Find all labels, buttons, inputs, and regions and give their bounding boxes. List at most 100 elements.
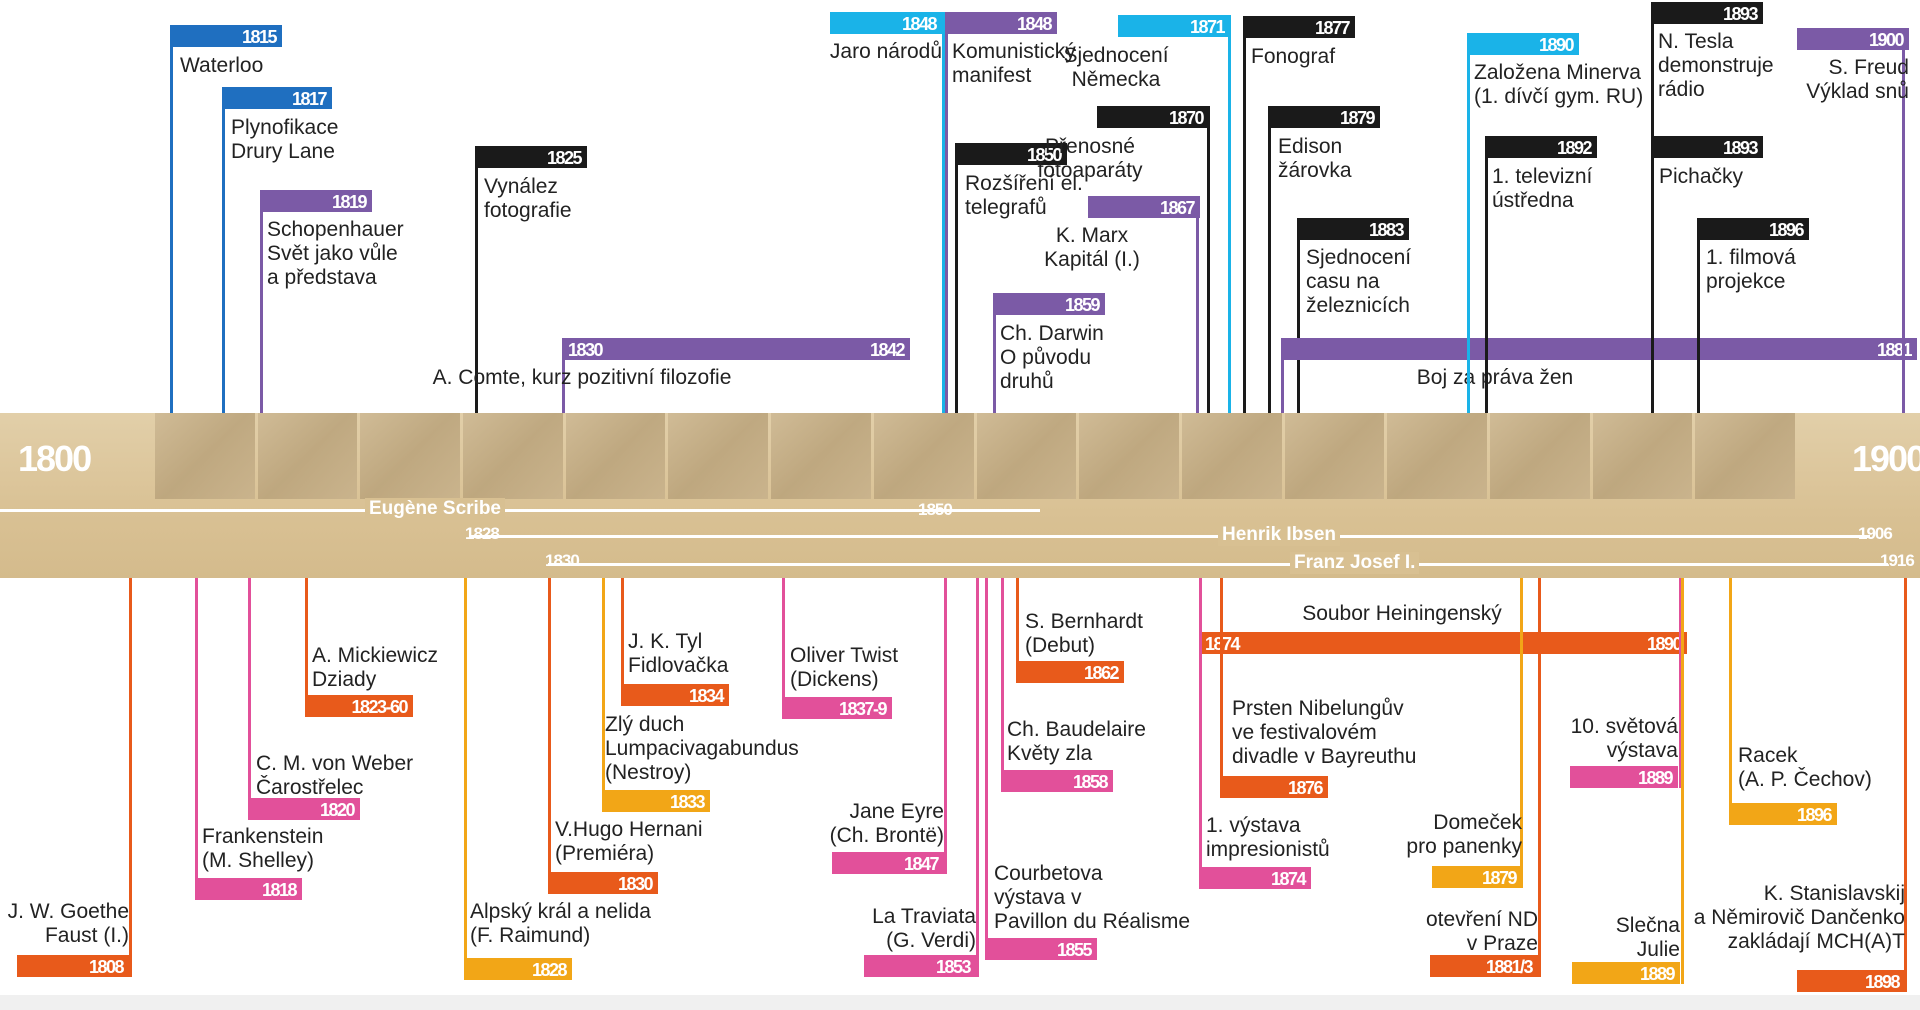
top-event-connector (945, 12, 948, 413)
bottom-event-year-badge: 1833 (602, 790, 710, 812)
top-event-year-badge: 1819 (260, 190, 372, 212)
bottom-event-label: Alpský král a nelida (F. Raimund) (470, 900, 651, 947)
bottom-event-connector (1520, 578, 1523, 888)
bottom-event-year-badge: 1881/3 (1430, 955, 1538, 977)
lifeline-scribe (0, 509, 1040, 512)
photo-thumbnail (976, 413, 1077, 499)
badge-end-year: 1890 (1646, 634, 1683, 654)
bottom-strip (0, 995, 1920, 1010)
top-event-label: Schopenhauer Svět jako vůle a představa (267, 218, 404, 289)
bottom-event-label: J. W. Goethe Faust (I.) (7, 900, 129, 947)
top-event-year-badge: 1879 (1268, 106, 1380, 128)
bottom-event-label: Courbetova výstava v Pavillon du Réalism… (994, 862, 1191, 933)
top-event-year-badge: 1900 (1797, 28, 1909, 50)
bottom-event-label: Ch. Baudelaire Květy zla (1007, 718, 1146, 765)
badge-start-year: 1830 (568, 340, 604, 360)
bottom-event-year-badge: 18741890 (1199, 632, 1687, 654)
photo-thumbnail (771, 413, 871, 499)
bottom-event-year-badge: 1847 (832, 852, 944, 874)
bottom-event-year-badge: 1876 (1220, 776, 1328, 798)
bottom-event-connector (782, 578, 785, 719)
top-event-connector (1485, 136, 1488, 413)
bottom-event-year-badge: 1874 (1199, 867, 1311, 889)
top-event-year-badge: 1817 (222, 87, 332, 109)
lifeline-franz-josef-name: Franz Josef I. (1290, 552, 1420, 574)
top-event-label: N. Tesla demonstruje rádio (1658, 30, 1774, 101)
top-event-label: Založena Minerva (1. dívčí gym. RU) (1474, 61, 1644, 108)
bottom-event-connector (464, 578, 467, 980)
top-event-year-badge: 1893 (1651, 136, 1763, 158)
top-event-connector (1268, 106, 1271, 413)
photo-strip (155, 413, 1795, 499)
top-event-connector (475, 146, 478, 413)
bottom-event-connector (1220, 578, 1223, 798)
photo-thumbnail (463, 413, 563, 499)
top-event-year-badge: 1815 (170, 25, 282, 47)
bottom-event-label: 10. světová výstava (1570, 715, 1678, 762)
lifeline-franz-josef-start: 1830 (545, 551, 580, 570)
top-event-label: Edison žárovka (1278, 135, 1352, 182)
bottom-event-connector (1904, 578, 1907, 992)
bottom-event-connector (305, 578, 308, 717)
bottom-event-label: C. M. von Weber Čarostřelec (256, 752, 414, 799)
top-event-label: Plynofikace Drury Lane (231, 116, 339, 163)
photo-thumbnail (1079, 413, 1179, 499)
bottom-event-connector (1538, 578, 1541, 977)
top-event-label: K. Marx Kapitál (I.) (1044, 224, 1140, 271)
bottom-event-year-badge: 1898 (1797, 970, 1905, 992)
top-event-connector (562, 338, 565, 413)
bottom-event-label: 1. výstava impresionistů (1206, 814, 1330, 861)
top-event-connector (1228, 15, 1231, 413)
top-event-year-badge: 1825 (475, 146, 587, 168)
top-event-label: Sjednocení Německa (1063, 44, 1169, 91)
bottom-event-label: Frankenstein (M. Shelley) (202, 825, 324, 872)
bottom-event-label: Soubor Heiningenský (1302, 602, 1502, 625)
photo-thumbnail (1284, 413, 1385, 499)
bottom-event-year-badge: 1896 (1729, 803, 1837, 825)
top-event-year-badge: 1883 (1297, 218, 1409, 240)
photo-thumbnail (1592, 413, 1693, 499)
top-event-year-badge: 1848 (945, 12, 1057, 34)
top-event-connector (260, 190, 263, 413)
bottom-event-year-badge: 1855 (985, 938, 1097, 960)
top-event-year-badge: 1892 (1485, 136, 1597, 158)
top-event-connector (1196, 196, 1199, 413)
bottom-event-label: Jane Eyre (Ch. Brontë) (829, 800, 944, 847)
top-event-label: Ch. Darwin O původu druhů (1000, 322, 1104, 393)
bottom-event-connector (1016, 578, 1019, 683)
bottom-event-label: La Traviata (G. Verdi) (872, 905, 976, 952)
top-event-connector (942, 12, 945, 413)
timeline-band: 1800 1900 Eugène Scribe 1828 1850 Henrik… (0, 413, 1920, 578)
top-event-year-badge: 1830 1842 (562, 338, 910, 360)
top-event-label: 1. filmová projekce (1706, 246, 1796, 293)
photo-thumbnail (1695, 413, 1795, 499)
top-event-connector (170, 25, 173, 413)
top-event-connector (1297, 218, 1300, 413)
top-event-label: Pichačky (1659, 165, 1744, 188)
photo-thumbnail (257, 413, 358, 499)
end-year-label: 1900 (1852, 438, 1920, 479)
bottom-event-year-badge: 1879 (1432, 866, 1522, 888)
bottom-event-connector (1729, 578, 1732, 825)
top-event-connector (993, 293, 996, 413)
top-event-connector (1651, 136, 1654, 413)
bottom-event-year-badge: 1853 (864, 955, 976, 977)
lifeline-scribe-start: 1828 (465, 524, 500, 543)
bottom-event-year-badge: 1889 (1570, 766, 1678, 788)
top-event-label: Fonograf (1251, 45, 1336, 68)
top-event-year-badge: 1850 (955, 143, 1067, 165)
photo-thumbnail (1489, 413, 1590, 499)
photo-thumbnail (1181, 413, 1282, 499)
start-year-label: 1800 (18, 438, 92, 479)
bottom-event-year-badge: 1889 (1572, 962, 1680, 984)
top-event-label: Vynález fotografie (484, 175, 572, 222)
bottom-event-connector (548, 578, 551, 894)
bottom-event-year-badge: 1828 (464, 958, 572, 980)
top-event-year-badge: 1893 (1651, 2, 1763, 24)
bottom-event-label: otevření ND v Praze (1425, 908, 1538, 955)
photo-thumbnail (873, 413, 974, 499)
top-event-label: Komunistický manifest (952, 40, 1076, 87)
bottom-event-label: Racek (A. P. Čechov) (1738, 744, 1872, 791)
lifeline-ibsen (470, 535, 1870, 538)
